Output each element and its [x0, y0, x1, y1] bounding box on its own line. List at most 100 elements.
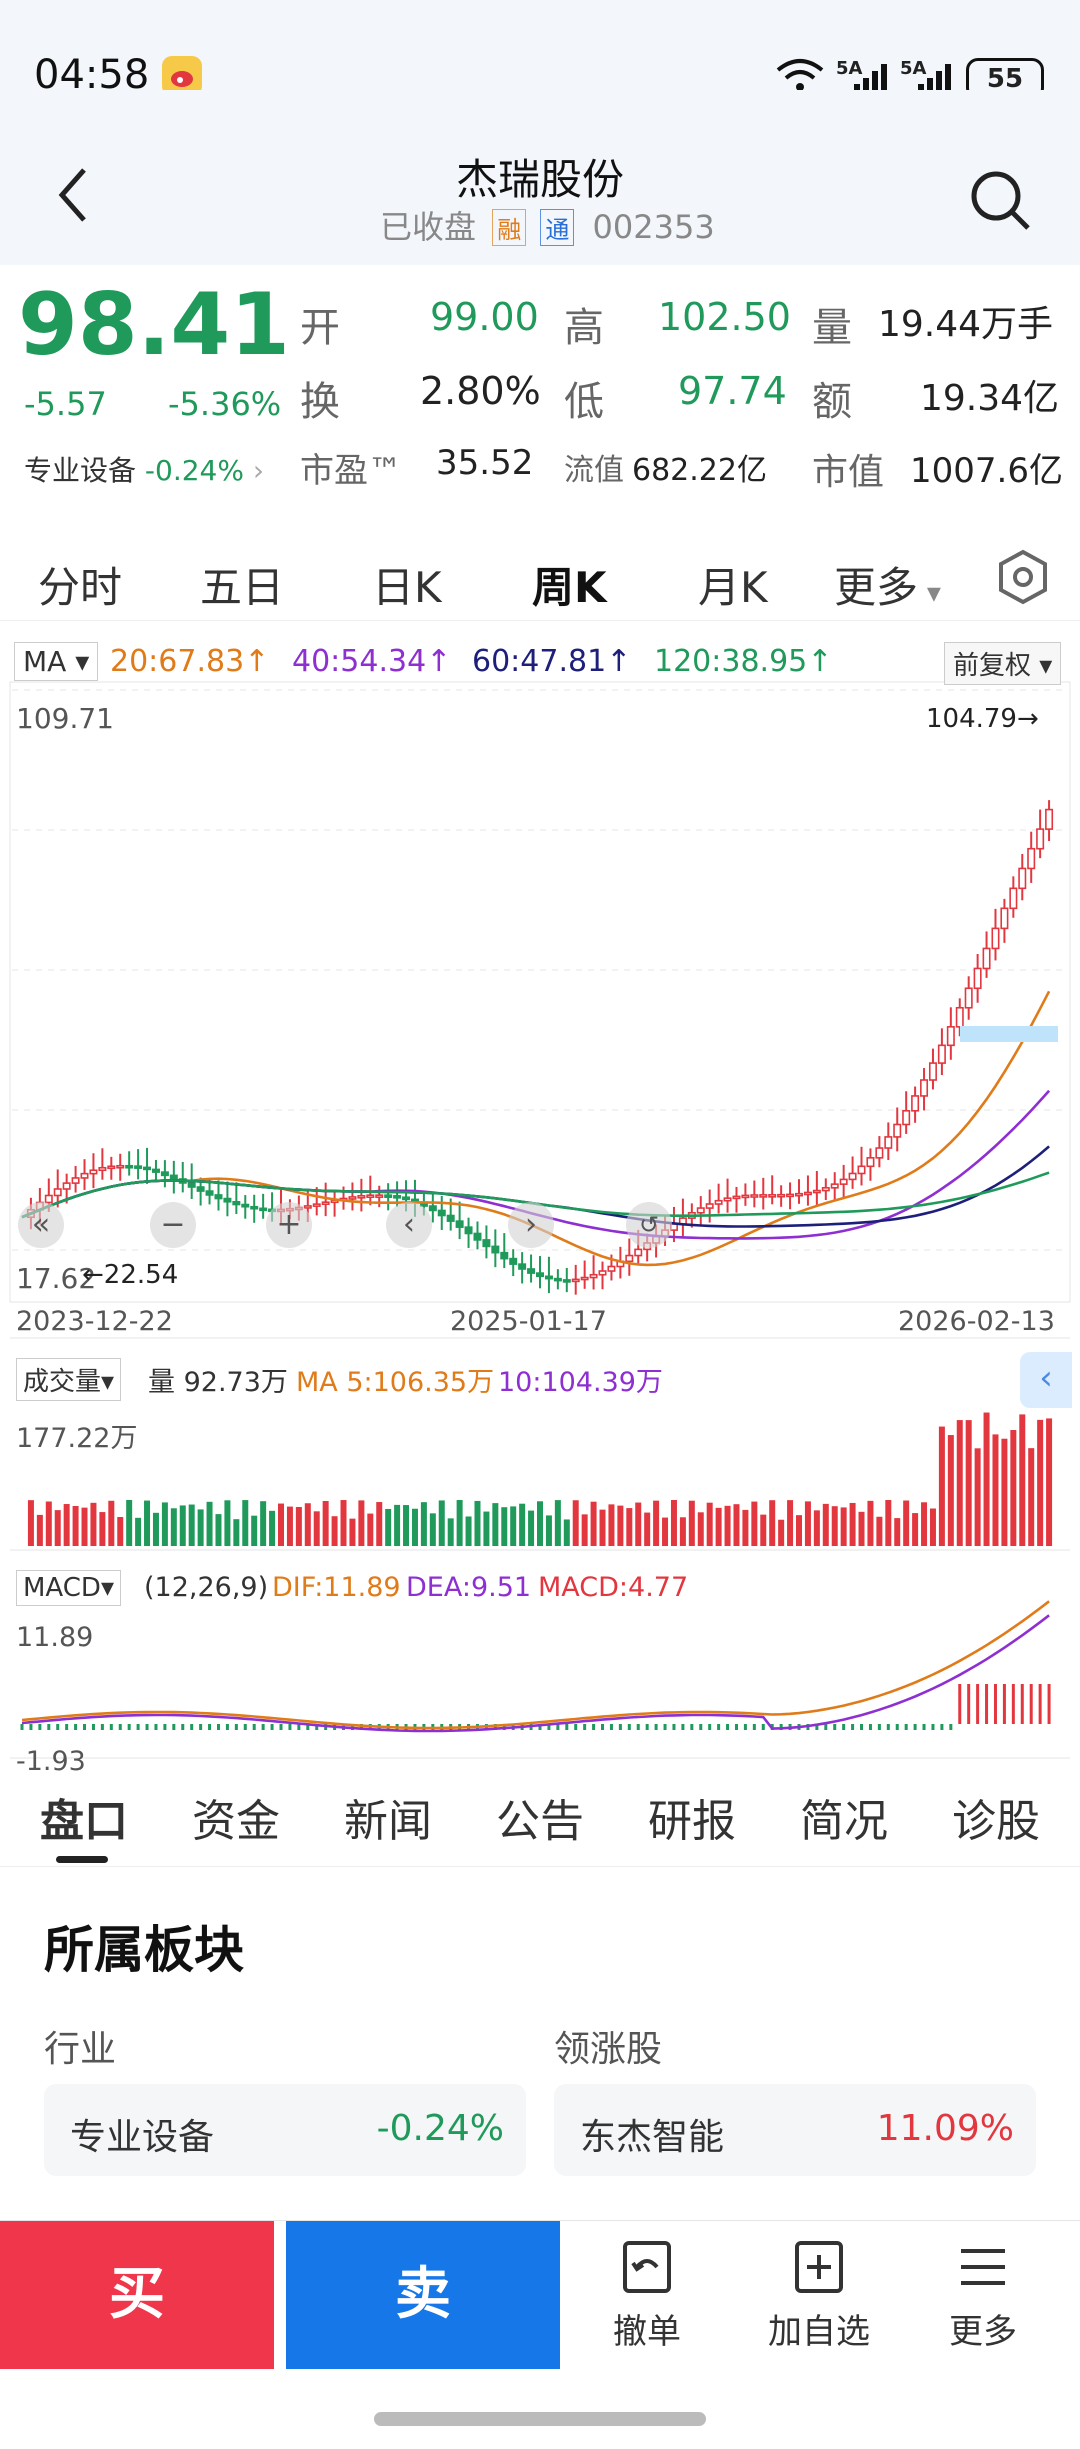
sector-name: 专业设备 — [24, 454, 137, 487]
macd-bar — [234, 1724, 238, 1730]
volume-bar — [510, 1506, 517, 1546]
candle-body — [928, 1062, 937, 1081]
tab-more-label: 更多 — [834, 563, 919, 612]
volume-bar — [206, 1501, 213, 1546]
add-watchlist-button[interactable]: 加自选 — [744, 2239, 894, 2353]
dea-line — [21, 1614, 1050, 1733]
pe-label: 市盈™ — [300, 451, 402, 491]
volume-bar — [635, 1502, 642, 1546]
sector-link[interactable]: 专业设备 -0.24% › — [24, 449, 264, 489]
rewind-icon[interactable]: « — [18, 1202, 64, 1248]
candle-body — [44, 1194, 53, 1204]
active-tab-indicator — [56, 1856, 108, 1863]
stock-code: 002353 — [592, 208, 715, 246]
open-label: 开 — [300, 305, 340, 351]
tab-intraday[interactable]: 分时 — [38, 563, 123, 612]
ma-selector[interactable]: MA ▾ — [14, 642, 99, 681]
divider — [0, 1866, 1080, 1867]
tab-daily-k[interactable]: 日K — [372, 563, 442, 612]
volume-bar — [796, 1515, 802, 1546]
industry-card[interactable]: 专业设备 -0.24% — [44, 2084, 526, 2176]
signal-label-1: 5A — [836, 58, 863, 79]
reset-icon[interactable]: ↺ — [626, 1202, 672, 1248]
connect-badge: 通 — [540, 209, 575, 246]
tab-monthly-k[interactable]: 月K — [698, 563, 768, 612]
candle-body — [116, 1164, 125, 1169]
candle-body — [98, 1166, 107, 1172]
macd-selector[interactable]: MACD▾ — [16, 1570, 121, 1606]
tab-diagnosis[interactable]: 诊股 — [952, 1796, 1040, 1847]
menu-icon — [961, 2249, 1005, 2285]
macd-bar — [913, 1724, 917, 1730]
macd-bar — [645, 1724, 649, 1730]
current-price: 98.41 — [18, 275, 291, 375]
kline-svg[interactable] — [0, 630, 1080, 1780]
tab-research[interactable]: 研报 — [648, 1796, 736, 1847]
zoom-out-icon[interactable]: − — [150, 1202, 196, 1248]
sell-button[interactable]: 卖 — [286, 2221, 560, 2369]
macd-bar — [270, 1724, 274, 1730]
macd-bar — [886, 1724, 890, 1730]
collapse-panel-icon[interactable]: ‹ — [1020, 1352, 1072, 1408]
candle-body — [393, 1195, 402, 1199]
macd-bar — [985, 1684, 989, 1724]
header: 杰瑞股份 已收盘 融 通 002353 — [0, 90, 1080, 290]
macd-bar — [20, 1724, 24, 1730]
volume-bar — [251, 1515, 258, 1546]
macd-bar — [29, 1724, 33, 1730]
settings-icon[interactable] — [994, 548, 1052, 606]
candle-body — [911, 1095, 920, 1112]
ma20-value: 20:67.83↑ — [110, 644, 270, 679]
leader-card[interactable]: 东杰智能 11.09% — [554, 2084, 1036, 2176]
volume-bar — [760, 1514, 767, 1546]
candle-body — [875, 1147, 884, 1159]
tab-news[interactable]: 新闻 — [344, 1796, 432, 1847]
volume-bar — [581, 1514, 588, 1546]
tab-funds[interactable]: 资金 — [192, 1796, 280, 1847]
candle-body — [562, 1279, 571, 1283]
candle-body — [107, 1165, 116, 1170]
home-indicator — [374, 2412, 706, 2426]
adjust-selector[interactable]: 前复权 ▾ — [944, 642, 1062, 685]
tab-announcements[interactable]: 公告 — [496, 1796, 584, 1847]
volume-ma10: 10:104.39万 — [498, 1367, 663, 1398]
volume-axis-max: 177.22万 — [16, 1423, 138, 1454]
tab-five-day[interactable]: 五日 — [200, 563, 285, 612]
tab-more[interactable]: 更多 ▾ — [834, 554, 941, 615]
candle-body — [794, 1192, 803, 1197]
scroll-right-icon[interactable]: › — [508, 1202, 554, 1248]
macd-bar — [663, 1724, 667, 1730]
low-marker-value: 22.54 — [103, 1260, 179, 1290]
candle-body — [759, 1194, 768, 1198]
macd-bar — [681, 1724, 685, 1730]
macd-bar — [493, 1724, 497, 1730]
scroll-left-icon[interactable]: ‹ — [386, 1202, 432, 1248]
tab-order-book[interactable]: 盘口 — [40, 1796, 128, 1847]
volume-bar — [260, 1501, 267, 1546]
cancel-order-button[interactable]: 撤单 — [572, 2239, 722, 2353]
candle-body — [482, 1239, 491, 1248]
candle-body — [491, 1245, 500, 1254]
volume-bar — [304, 1503, 311, 1546]
back-icon[interactable] — [50, 160, 100, 230]
candle-body — [428, 1205, 437, 1212]
volume-selector[interactable]: 成交量▾ — [16, 1358, 122, 1401]
zoom-in-icon[interactable]: + — [266, 1202, 312, 1248]
volume-bar — [1028, 1448, 1035, 1546]
more-actions-button[interactable]: 更多 — [908, 2239, 1058, 2353]
volume-bar — [867, 1500, 874, 1546]
macd-bar — [1002, 1684, 1006, 1724]
buy-button[interactable]: 买 — [0, 2221, 274, 2369]
turnover-label: 换 — [300, 379, 340, 425]
candle-body — [741, 1194, 750, 1199]
candle-body — [375, 1194, 384, 1198]
tab-profile[interactable]: 简况 — [800, 1796, 888, 1847]
macd-bar — [261, 1724, 265, 1730]
macd-bar — [976, 1684, 980, 1724]
amount-value: 19.34亿 — [920, 378, 1060, 419]
volume-bar — [403, 1505, 410, 1546]
volume-bar — [537, 1501, 543, 1546]
low-value: 97.74 — [678, 369, 787, 413]
tab-weekly-k[interactable]: 周K — [532, 554, 607, 615]
search-icon[interactable] — [966, 166, 1036, 236]
